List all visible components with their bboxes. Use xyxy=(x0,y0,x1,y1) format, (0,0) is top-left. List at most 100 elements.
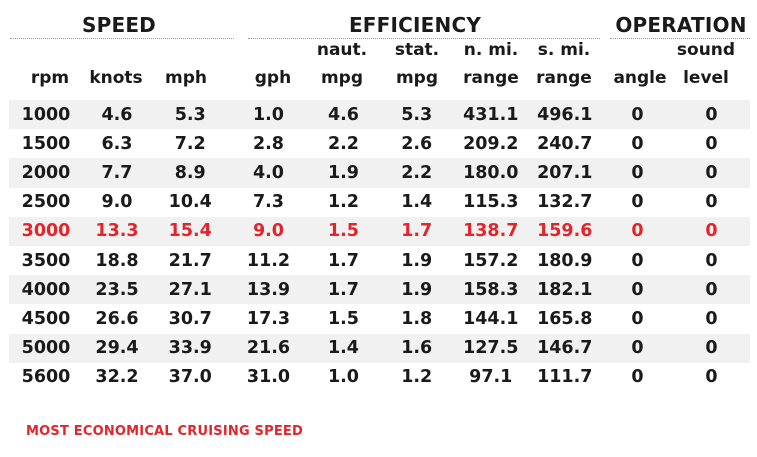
table-cell: 2500 xyxy=(9,187,83,217)
table-cell: 0 xyxy=(602,304,673,334)
table-cell: 0 xyxy=(602,245,673,276)
table-cell: 0 xyxy=(602,333,673,363)
table-cell: 1.4 xyxy=(307,333,380,363)
table-cell: 138.7 xyxy=(454,216,528,246)
table-cell: 13.9 xyxy=(229,275,308,305)
table-cell: 0 xyxy=(602,362,673,392)
table-row: 3000 13.3 15.4 9.0 1.5 1.7 138.7 159.6 0 0 xyxy=(9,216,750,246)
table-cell: 180.9 xyxy=(527,245,602,276)
table-cell: 1.9 xyxy=(307,158,380,188)
table-cell: 0 xyxy=(673,100,750,130)
table-cell: 29.4 xyxy=(83,333,151,363)
table-cell: 31.0 xyxy=(229,362,308,392)
table-cell: 33.9 xyxy=(151,333,230,363)
table-cell: 180.0 xyxy=(454,158,528,188)
table-cell: 0 xyxy=(602,129,673,159)
column-header-2-8: angle xyxy=(613,68,667,88)
column-header-2-9: level xyxy=(683,68,729,88)
table-cell: 496.1 xyxy=(527,100,602,130)
table-cell: 111.7 xyxy=(527,362,602,392)
table-row: 2000 7.7 8.9 4.0 1.9 2.2 180.0 207.1 0 0 xyxy=(9,158,750,188)
table-cell: 9.0 xyxy=(83,187,151,217)
table-row: 4000 23.5 27.1 13.9 1.7 1.9 158.3 182.1 0 0 xyxy=(9,275,750,305)
table-cell: 1.9 xyxy=(379,245,454,276)
table-row: 4500 26.6 30.7 17.3 1.5 1.8 144.1 165.8 0 0 xyxy=(9,304,750,334)
table-cell: 32.2 xyxy=(83,362,151,392)
table-cell: 4.0 xyxy=(229,158,308,188)
table-cell: 159.6 xyxy=(527,216,602,246)
table-row: 1500 6.3 7.2 2.8 2.2 2.6 209.2 240.7 0 0 xyxy=(9,129,750,159)
table-cell: 27.1 xyxy=(151,275,230,305)
table-cell: 0 xyxy=(673,216,750,246)
table-cell: 1.7 xyxy=(307,245,380,276)
table-cell: 1.7 xyxy=(307,275,380,305)
table-row: 5000 29.4 33.9 21.6 1.4 1.6 127.5 146.7 0 0 xyxy=(9,333,750,363)
column-header-2-6: range xyxy=(463,68,519,88)
table-cell: 21.7 xyxy=(151,245,230,276)
column-header-1-7: s. mi. xyxy=(537,40,591,60)
table-cell: 2.2 xyxy=(379,158,454,188)
table-cell: 207.1 xyxy=(527,158,602,188)
table-cell: 7.7 xyxy=(83,158,151,188)
table-cell: 4000 xyxy=(9,275,83,305)
column-header-2-7: range xyxy=(536,68,592,88)
column-header-2-5: mpg xyxy=(395,68,439,88)
table-cell: 1000 xyxy=(9,100,83,130)
table-cell: 13.3 xyxy=(83,216,151,246)
table-cell: 1500 xyxy=(9,129,83,159)
table-row: 2500 9.0 10.4 7.3 1.2 1.4 115.3 132.7 0 0 xyxy=(9,187,750,217)
table-cell: 431.1 xyxy=(454,100,528,130)
table-cell: 132.7 xyxy=(527,187,602,217)
table-cell: 7.3 xyxy=(229,187,308,217)
table-row: 5600 32.2 37.0 31.0 1.0 1.2 97.1 111.7 0 0 xyxy=(9,362,750,392)
table-cell: 3000 xyxy=(9,216,83,246)
column-header-1-6: n. mi. xyxy=(463,40,519,60)
table-cell: 0 xyxy=(673,333,750,363)
column-header-2-2: mph xyxy=(165,68,207,88)
table-cell: 17.3 xyxy=(229,304,308,334)
table-cell: 127.5 xyxy=(454,333,528,363)
table-cell: 0 xyxy=(673,187,750,217)
table-cell: 1.9 xyxy=(379,275,454,305)
table-cell: 7.2 xyxy=(151,129,230,159)
table-cell: 5.3 xyxy=(151,100,230,130)
table-row: 1000 4.6 5.3 1.0 4.6 5.3 431.1 496.1 0 0 xyxy=(9,100,750,130)
table-cell: 15.4 xyxy=(151,216,230,246)
table-cell: 1.0 xyxy=(229,100,308,130)
column-header-1-4: naut. xyxy=(316,40,368,60)
table-cell: 23.5 xyxy=(83,275,151,305)
table-cell: 37.0 xyxy=(151,362,230,392)
table-cell: 0 xyxy=(673,245,750,276)
table-cell: 18.8 xyxy=(83,245,151,276)
column-header-2-0: rpm xyxy=(30,68,70,88)
table-cell: 1.8 xyxy=(379,304,454,334)
column-header-1-5: stat. xyxy=(394,40,440,60)
table-cell: 0 xyxy=(673,275,750,305)
table-cell: 0 xyxy=(673,129,750,159)
table-cell: 26.6 xyxy=(83,304,151,334)
table-cell: 97.1 xyxy=(454,362,528,392)
group-rule-speed xyxy=(10,38,234,39)
table-cell: 4.6 xyxy=(307,100,380,130)
table-cell: 1.2 xyxy=(307,187,380,217)
table-cell: 0 xyxy=(602,158,673,188)
table-cell: 158.3 xyxy=(454,275,528,305)
table-cell: 0 xyxy=(673,304,750,334)
table-cell: 115.3 xyxy=(454,187,528,217)
table-cell: 1.2 xyxy=(379,362,454,392)
column-header-2-3: gph xyxy=(254,68,292,88)
table-cell: 144.1 xyxy=(454,304,528,334)
table-cell: 0 xyxy=(602,216,673,246)
table-cell: 1.7 xyxy=(379,216,454,246)
column-header-1-9: sound xyxy=(676,40,736,60)
table-cell: 5000 xyxy=(9,333,83,363)
column-header-2-4: mpg xyxy=(320,68,364,88)
table-cell: 2.2 xyxy=(307,129,380,159)
table-cell: 3500 xyxy=(9,245,83,276)
table-cell: 2.6 xyxy=(379,129,454,159)
table-cell: 11.2 xyxy=(229,245,308,276)
table-cell: 1.5 xyxy=(307,304,380,334)
group-rule-operation xyxy=(610,38,750,39)
table-cell: 9.0 xyxy=(229,216,308,246)
table-cell: 146.7 xyxy=(527,333,602,363)
